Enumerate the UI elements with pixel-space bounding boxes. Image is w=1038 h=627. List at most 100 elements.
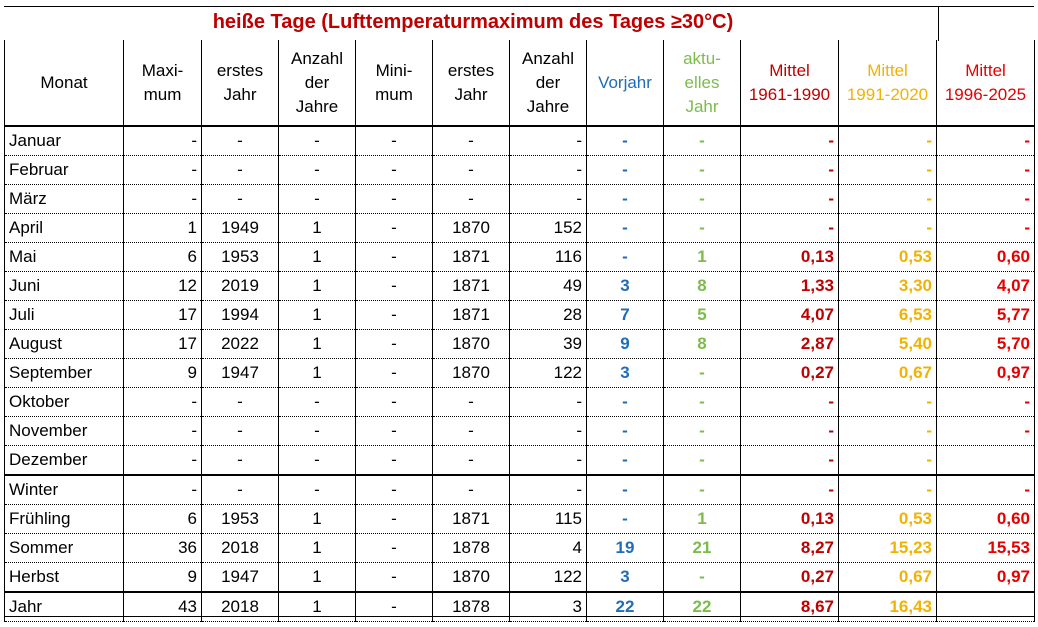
cell-anzahl-jahre-min: -: [509, 184, 587, 214]
cell-monat: November: [4, 416, 124, 446]
cell-mittel-1996-2025: 0,97: [936, 358, 1035, 388]
cell-mittel-1996-2025: 5,77: [936, 300, 1035, 330]
cell-mittel-1961-1990: -: [740, 213, 839, 243]
cell-minimum: -: [355, 300, 433, 330]
cell-vorjahr: -: [586, 387, 664, 417]
table-body: Januar - - - - - - - - - - - Februar - - - - - - - - - - - März -…: [4, 126, 1035, 622]
cell-maximum: -: [123, 184, 202, 214]
cell-maximum: 12: [123, 271, 202, 301]
cell-minimum: -: [355, 358, 433, 388]
cell-maximum: 17: [123, 300, 202, 330]
cell-mittel-1991-2020: 0,67: [838, 562, 937, 593]
table-title: heiße Tage (Lufttemperaturmaximum des Ta…: [212, 11, 734, 33]
cell-aktuelles-jahr: 21: [663, 533, 741, 563]
header-row: Monat Maxi- mum erstes Jahr Anzahl der J…: [4, 40, 1035, 127]
cell-maximum: 43: [123, 591, 202, 622]
cell-anzahl-jahre-max: 1: [278, 533, 356, 563]
cell-erstes-jahr-max: 1947: [201, 562, 279, 593]
header-mittel-1991-2020: Mittel 1991-2020: [838, 40, 937, 127]
table-row: Mai 6 1953 1-1871 116-1 0,13 0,53 0,60: [4, 242, 1035, 272]
cell-minimum: -: [355, 126, 433, 156]
cell-minimum: -: [355, 445, 433, 476]
cell-erstes-jahr-min: 1870: [432, 358, 510, 388]
cell-erstes-jahr-min: 1878: [432, 591, 510, 622]
cell-erstes-jahr-max: -: [201, 155, 279, 185]
header-monat: Monat: [4, 40, 124, 127]
cell-anzahl-jahre-max: 1: [278, 562, 356, 593]
cell-mittel-1996-2025: 0,60: [936, 504, 1035, 534]
cell-erstes-jahr-min: -: [432, 387, 510, 417]
cell-anzahl-jahre-max: -: [278, 445, 356, 476]
cell-vorjahr: -: [586, 242, 664, 272]
cell-mittel-1996-2025: -: [936, 474, 1035, 505]
cell-vorjahr: -: [586, 184, 664, 214]
table-row: Januar - - - - - - - - - - -: [4, 126, 1035, 156]
cell-monat: Oktober: [4, 387, 124, 417]
table-row: April 1 1949 1-1870 152- - - - -: [4, 213, 1035, 243]
header-minimum: Mini- mum: [355, 40, 433, 127]
cell-mittel-1996-2025: 4,07: [936, 271, 1035, 301]
cell-erstes-jahr-min: -: [432, 445, 510, 476]
cell-monat: Juni: [4, 271, 124, 301]
cell-vorjahr: 9: [586, 329, 664, 359]
cell-aktuelles-jahr: -: [663, 184, 741, 214]
cell-maximum: 36: [123, 533, 202, 563]
cell-mittel-1991-2020: -: [838, 416, 937, 446]
cell-anzahl-jahre-max: 1: [278, 300, 356, 330]
cell-erstes-jahr-min: -: [432, 474, 510, 505]
cell-mittel-1991-2020: -: [838, 387, 937, 417]
table-row: Jahr 43 2018 1-1878 3 22 22 8,67 16,43: [4, 591, 1035, 622]
cell-anzahl-jahre-max: -: [278, 387, 356, 417]
cell-monat: August: [4, 329, 124, 359]
cell-aktuelles-jahr: -: [663, 474, 741, 505]
title-row: heiße Tage (Lufttemperaturmaximum des Ta…: [4, 6, 1034, 41]
cell-mittel-1991-2020: -: [838, 445, 937, 476]
cell-monat: März: [4, 184, 124, 214]
cell-mittel-1991-2020: 3,30: [838, 271, 937, 301]
cell-minimum: -: [355, 155, 433, 185]
table-row: März - - - - - - - - - - -: [4, 184, 1035, 214]
cell-vorjahr: 3: [586, 271, 664, 301]
cell-anzahl-jahre-max: -: [278, 416, 356, 446]
cell-mittel-1996-2025: [936, 445, 1035, 476]
cell-aktuelles-jahr: -: [663, 562, 741, 593]
cell-minimum: -: [355, 387, 433, 417]
cell-mittel-1996-2025: -: [936, 213, 1035, 243]
cell-erstes-jahr-min: 1878: [432, 533, 510, 563]
cell-anzahl-jahre-min: -: [509, 155, 587, 185]
cell-maximum: 1: [123, 213, 202, 243]
cell-vorjahr: -: [586, 126, 664, 156]
table-row: Juni 12 2019 1-1871 49 3 8 1,33 3,30 4,07: [4, 271, 1035, 301]
cell-minimum: -: [355, 416, 433, 446]
cell-erstes-jahr-min: 1871: [432, 271, 510, 301]
table-row: Winter - - - - - - - - - - -: [4, 474, 1035, 505]
table-row: September 9 1947 1-1870 122 3-0,27 0,67 0,97: [4, 358, 1035, 388]
cell-vorjahr: 7: [586, 300, 664, 330]
cell-vorjahr: 19: [586, 533, 664, 563]
header-mittel-1961-1990: Mittel 1961-1990: [740, 40, 839, 127]
cell-minimum: -: [355, 591, 433, 622]
cell-monat: Dezember: [4, 445, 124, 476]
cell-aktuelles-jahr: 1: [663, 242, 741, 272]
header-maximum: Maxi- mum: [123, 40, 202, 127]
cell-erstes-jahr-max: -: [201, 387, 279, 417]
cell-mittel-1991-2020: -: [838, 184, 937, 214]
cell-anzahl-jahre-max: 1: [278, 213, 356, 243]
cell-erstes-jahr-min: 1871: [432, 504, 510, 534]
cell-mittel-1996-2025: -: [936, 155, 1035, 185]
cell-mittel-1991-2020: 6,53: [838, 300, 937, 330]
cell-monat: Februar: [4, 155, 124, 185]
cell-erstes-jahr-max: 1953: [201, 504, 279, 534]
cell-aktuelles-jahr: 22: [663, 591, 741, 622]
cell-maximum: -: [123, 416, 202, 446]
cell-mittel-1961-1990: 0,13: [740, 242, 839, 272]
cell-erstes-jahr-max: -: [201, 416, 279, 446]
cell-vorjahr: -: [586, 445, 664, 476]
cell-mittel-1996-2025: 0,97: [936, 562, 1035, 593]
cell-erstes-jahr-min: 1870: [432, 329, 510, 359]
cell-aktuelles-jahr: 5: [663, 300, 741, 330]
cell-minimum: -: [355, 533, 433, 563]
cell-mittel-1961-1990: 2,87: [740, 329, 839, 359]
cell-anzahl-jahre-max: 1: [278, 271, 356, 301]
cell-mittel-1961-1990: 0,27: [740, 562, 839, 593]
